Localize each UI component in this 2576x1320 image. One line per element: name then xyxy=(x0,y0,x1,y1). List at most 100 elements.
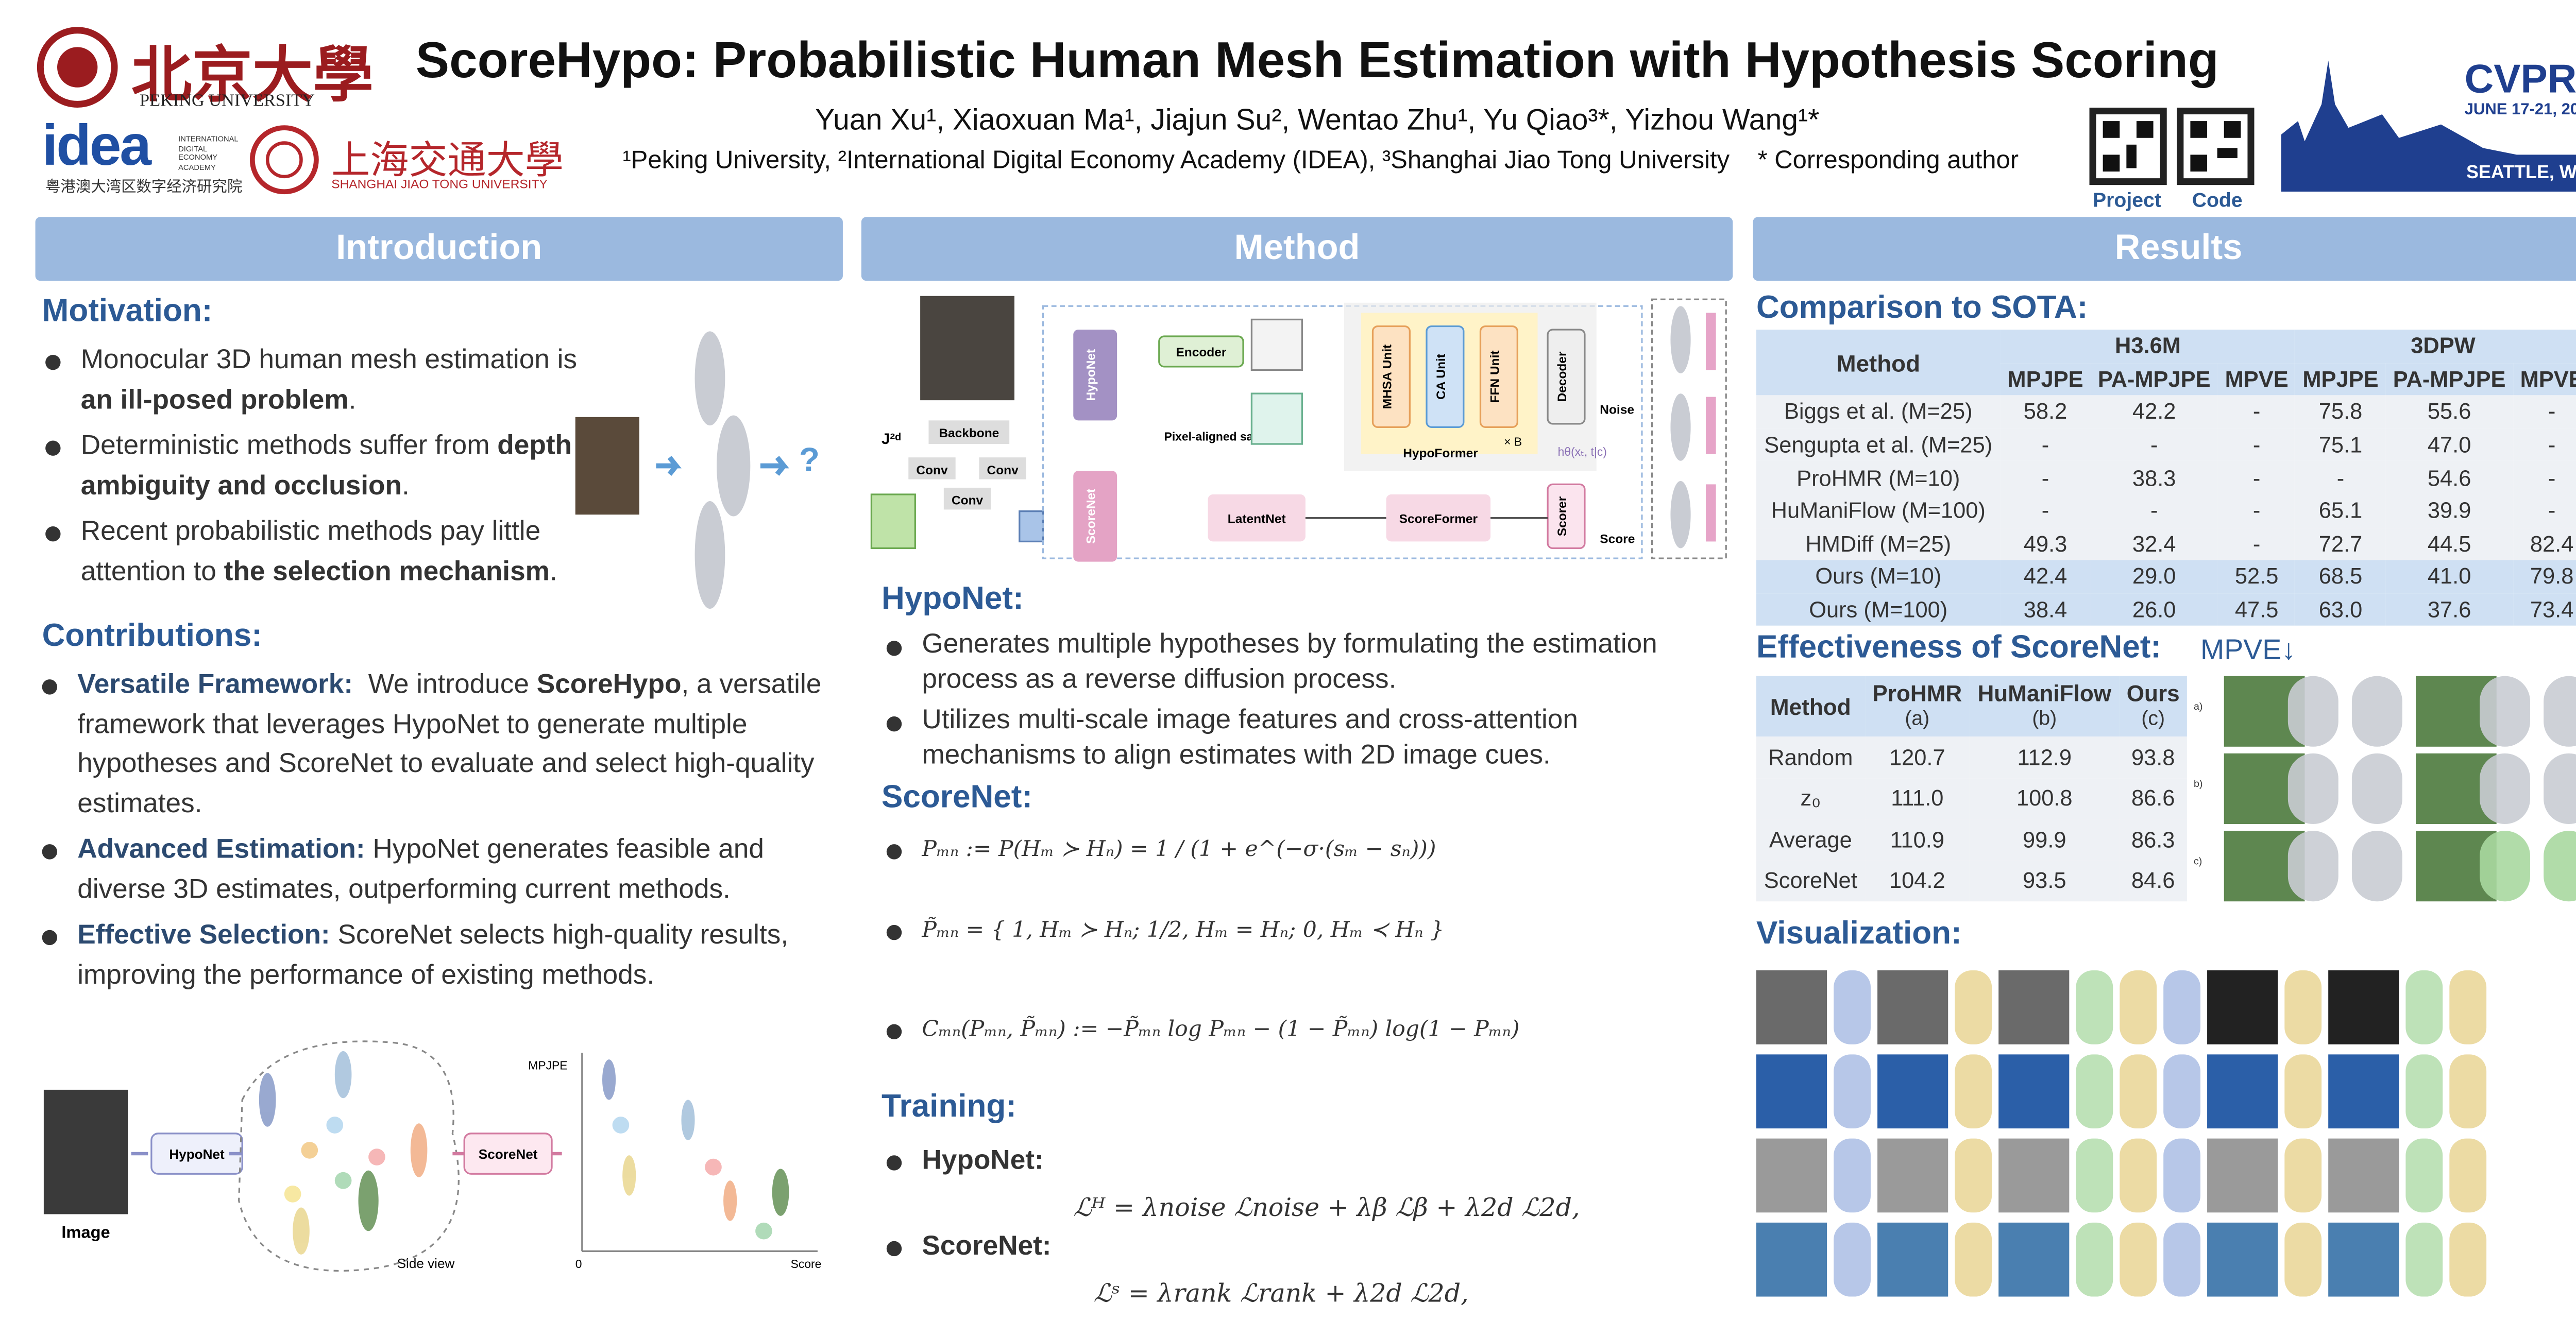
table-cell: 93.5 xyxy=(2023,868,2066,894)
table-cell: - xyxy=(2041,498,2049,524)
fig-label: Backbone xyxy=(939,426,999,440)
title: ScoreHypo: Probabilistic Human Mesh Esti… xyxy=(415,33,2219,90)
table-cell: 47.5 xyxy=(2234,597,2279,623)
table-cell: - xyxy=(2252,531,2261,557)
table-cell: z₀ xyxy=(1800,785,1821,811)
sjtu-logo xyxy=(249,125,319,195)
training-item: ScoreNet: ℒˢ = λrank ℒrank + λ2d ℒ2d, xyxy=(882,1228,1723,1314)
table-cell: Ours (M=100) xyxy=(1809,597,1948,623)
mesh-render xyxy=(2284,1138,2322,1213)
input-image xyxy=(575,417,639,515)
fig-label: FFN Unit xyxy=(1488,350,1502,403)
table-cell: 93.8 xyxy=(2131,744,2175,770)
header-sub: (c) xyxy=(2141,706,2165,730)
text: ScoreNet selects high-quality results, i… xyxy=(77,920,789,990)
mesh-render xyxy=(2120,1054,2157,1129)
fig-label: Conv xyxy=(987,464,1019,477)
table-cell: 39.9 xyxy=(2427,498,2471,524)
cvpr: CVPR xyxy=(2464,57,2576,103)
header-text: HuManiFlow xyxy=(1977,681,2112,707)
mesh-render xyxy=(2287,753,2338,824)
mesh-render xyxy=(2284,1222,2322,1297)
table-cell: - xyxy=(2041,432,2049,458)
photo xyxy=(1877,1222,1948,1297)
fig-label: Encoder xyxy=(1176,346,1226,359)
mesh-render xyxy=(2120,1222,2157,1297)
fig-label: J²ᵈ xyxy=(882,431,901,448)
ambiguity-figure xyxy=(656,331,789,609)
photo xyxy=(1877,970,1948,1044)
fig-label: CA Unit xyxy=(1434,354,1448,400)
table-cell: 55.6 xyxy=(2427,399,2471,425)
mesh-render xyxy=(2163,970,2201,1044)
photo xyxy=(1998,970,2070,1044)
code-link[interactable]: Code xyxy=(2192,188,2243,212)
table-cell: - xyxy=(2150,432,2158,458)
mesh-render xyxy=(2287,831,2338,902)
fig-label: Conv xyxy=(916,464,948,477)
table-cell: 32.4 xyxy=(2132,531,2176,557)
training-title: Training: xyxy=(882,1089,1017,1125)
mesh-render xyxy=(2076,1054,2113,1129)
corresponding: * Corresponding author xyxy=(1757,146,2019,175)
table-cell: 41.0 xyxy=(2427,564,2471,590)
bold-text: an ill-posed problem xyxy=(80,384,349,415)
affiliations: ¹Peking University, ²International Digit… xyxy=(555,146,2086,175)
mesh-render xyxy=(2544,676,2576,747)
eff-figure: a) b) c) xyxy=(2194,676,2576,912)
formula: Pₘₙ := P(Hₘ ≻ Hₙ) = 1 / (1 + e^(−σ·(sₘ −… xyxy=(882,831,1723,870)
mesh-render xyxy=(2405,1054,2443,1129)
table-cell: 112.9 xyxy=(2017,744,2072,770)
fig-label: Decoder xyxy=(1555,351,1569,402)
fig-label: hθ(xₜ, t|c) xyxy=(1558,445,1607,458)
table-cell: 58.2 xyxy=(2023,399,2067,425)
photo xyxy=(1756,1222,1827,1297)
mesh-render xyxy=(2287,676,2338,747)
lead: Versatile Framework: xyxy=(77,669,353,700)
qr-codes xyxy=(2089,107,2255,185)
table-cell: - xyxy=(2041,465,2049,491)
photo xyxy=(2328,1138,2399,1213)
fig-label: HypoFormer xyxy=(1403,447,1478,460)
scorenet-title: ScoreNet: xyxy=(882,780,1033,816)
lead: Advanced Estimation: xyxy=(77,834,365,865)
table-cell: - xyxy=(2548,399,2556,425)
mesh-render xyxy=(2405,970,2443,1044)
vis-title: Visualization: xyxy=(1756,916,1962,952)
table-row: HMDiff (M=25) 49.3 32.4 - 72.7 44.5 82.4 xyxy=(1756,527,2576,560)
fig-label: Image xyxy=(61,1222,110,1241)
eff-title: Effectiveness of ScoreNet: xyxy=(1756,630,2162,666)
motivation-item: Monocular 3D human mesh estimation is an… xyxy=(40,341,596,420)
hyponet-item: Generates multiple hypotheses by formula… xyxy=(882,627,1723,696)
fig-label: Score xyxy=(1600,533,1635,546)
table-cell: 44.5 xyxy=(2427,531,2471,557)
vis-figure xyxy=(1756,970,2576,1307)
table-row: ProHMR (M=10) - 38.3 - - 54.6 - xyxy=(1756,461,2576,494)
fig-label: Noise xyxy=(1600,403,1634,417)
table-cell: 110.9 xyxy=(1890,827,1945,852)
table-row: Ours (M=10) 42.4 29.0 52.5 68.5 41.0 79.8 xyxy=(1756,560,2576,593)
table-cell: Sengupta et al. (M=25) xyxy=(1764,432,1993,458)
header-cell: MPJPE xyxy=(2302,366,2379,392)
mesh-render xyxy=(2076,1138,2113,1213)
mesh-render xyxy=(2076,1222,2113,1297)
row-label: c) xyxy=(2193,858,2202,868)
photo xyxy=(1877,1054,1948,1129)
table-row: HuManiFlow (M=100) - - - 65.1 39.9 - xyxy=(1756,494,2576,527)
mesh-render xyxy=(2405,1222,2443,1297)
project-link[interactable]: Project xyxy=(2093,188,2161,212)
sjtu-en: SHANGHAI JIAO TONG UNIVERSITY xyxy=(331,176,548,192)
text: . xyxy=(348,384,357,415)
table-cell: 100.8 xyxy=(2016,785,2073,811)
mesh-render xyxy=(2544,753,2576,824)
intro-heading: Introduction xyxy=(35,217,843,281)
table-cell: 29.0 xyxy=(2132,564,2176,590)
header-cell: MPVE xyxy=(2225,366,2289,392)
formula: Cₘₙ(Pₘₙ, P̃ₘₙ) := −P̃ₘₙ log Pₘₙ − (1 − P… xyxy=(882,1010,1723,1050)
table-cell: 65.1 xyxy=(2318,498,2363,524)
sota-table: Method H3.6M 3DPW MPJPE PA-MPJPE MPVE MPJPE PA-… xyxy=(1756,330,2576,626)
mesh-render xyxy=(2163,1054,2201,1129)
mesh-render xyxy=(2284,1054,2322,1129)
